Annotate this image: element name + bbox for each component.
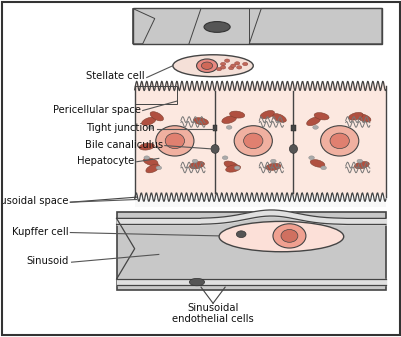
- Ellipse shape: [220, 62, 225, 66]
- Ellipse shape: [172, 55, 253, 76]
- Ellipse shape: [196, 59, 217, 72]
- Ellipse shape: [312, 125, 318, 129]
- Ellipse shape: [192, 159, 197, 163]
- Ellipse shape: [272, 224, 305, 248]
- Ellipse shape: [211, 145, 219, 153]
- Ellipse shape: [306, 117, 320, 126]
- Ellipse shape: [222, 156, 227, 160]
- Text: Bile canaliculus: Bile canaliculus: [85, 140, 162, 150]
- Ellipse shape: [243, 133, 262, 149]
- Text: Pericellular space: Pericellular space: [53, 104, 140, 115]
- Ellipse shape: [356, 114, 370, 122]
- Ellipse shape: [236, 66, 241, 69]
- Ellipse shape: [221, 116, 236, 123]
- Text: Stellate cell: Stellate cell: [86, 71, 144, 82]
- Ellipse shape: [236, 231, 245, 238]
- Ellipse shape: [156, 126, 194, 156]
- Ellipse shape: [216, 67, 221, 71]
- Ellipse shape: [229, 111, 244, 118]
- Ellipse shape: [219, 221, 343, 252]
- Ellipse shape: [226, 125, 231, 129]
- Bar: [134, 86, 385, 197]
- Bar: [134, 86, 176, 104]
- Ellipse shape: [280, 229, 297, 242]
- Text: Hepatocyte: Hepatocyte: [77, 156, 134, 166]
- Ellipse shape: [308, 156, 314, 160]
- Ellipse shape: [156, 166, 161, 170]
- Ellipse shape: [201, 62, 212, 69]
- Ellipse shape: [289, 145, 297, 153]
- Ellipse shape: [204, 22, 229, 32]
- Ellipse shape: [270, 159, 275, 163]
- Bar: [290, 125, 295, 131]
- Bar: [134, 197, 385, 207]
- Ellipse shape: [150, 112, 163, 121]
- Ellipse shape: [272, 114, 286, 122]
- Ellipse shape: [230, 64, 235, 67]
- Ellipse shape: [356, 159, 362, 163]
- Ellipse shape: [224, 59, 229, 62]
- Ellipse shape: [139, 143, 154, 150]
- Ellipse shape: [233, 126, 272, 156]
- Ellipse shape: [320, 166, 326, 170]
- Ellipse shape: [259, 111, 274, 119]
- Ellipse shape: [228, 66, 233, 70]
- Ellipse shape: [225, 165, 240, 172]
- FancyBboxPatch shape: [116, 212, 385, 290]
- Ellipse shape: [189, 278, 204, 286]
- Ellipse shape: [223, 161, 238, 169]
- Ellipse shape: [329, 133, 348, 149]
- Ellipse shape: [353, 161, 369, 169]
- Ellipse shape: [146, 164, 159, 173]
- Ellipse shape: [220, 66, 225, 69]
- Ellipse shape: [310, 160, 324, 167]
- Ellipse shape: [148, 125, 153, 129]
- Ellipse shape: [265, 163, 280, 170]
- Ellipse shape: [165, 133, 184, 149]
- Ellipse shape: [348, 113, 362, 120]
- Text: Sinusoid: Sinusoid: [27, 256, 69, 266]
- Ellipse shape: [193, 118, 208, 125]
- Ellipse shape: [143, 158, 158, 165]
- Ellipse shape: [313, 113, 328, 120]
- Ellipse shape: [234, 62, 239, 65]
- Text: Kupffer cell: Kupffer cell: [12, 226, 68, 237]
- Ellipse shape: [144, 156, 149, 160]
- Text: Tight junction: Tight junction: [86, 123, 154, 133]
- FancyBboxPatch shape: [132, 8, 381, 44]
- Bar: [212, 125, 217, 131]
- Ellipse shape: [320, 126, 358, 156]
- Text: Sinusoidal
endothelial cells: Sinusoidal endothelial cells: [172, 303, 253, 324]
- Ellipse shape: [141, 117, 156, 125]
- Ellipse shape: [189, 161, 204, 169]
- Ellipse shape: [242, 62, 247, 66]
- Text: Perisinusoidal space: Perisinusoidal space: [0, 196, 68, 206]
- Ellipse shape: [234, 166, 239, 170]
